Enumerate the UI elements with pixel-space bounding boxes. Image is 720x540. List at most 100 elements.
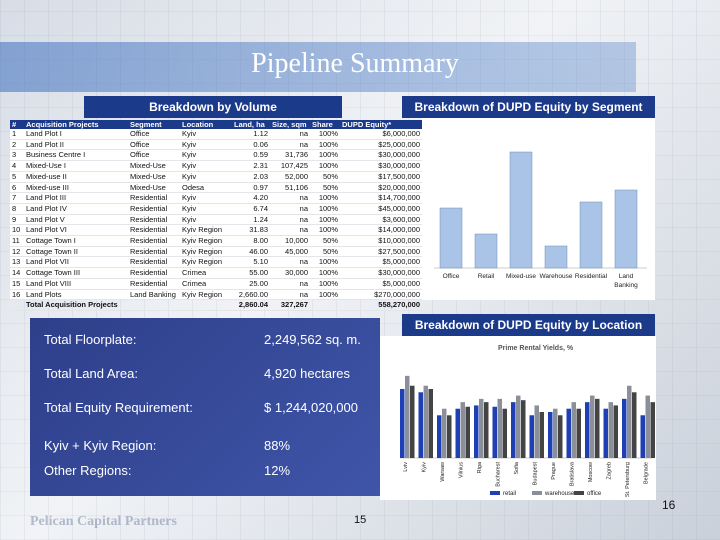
legend-swatch [490, 491, 500, 495]
table-cell: Land Plot I [24, 129, 128, 140]
table-cell: 9 [10, 214, 24, 226]
table-cell: 3 [10, 149, 24, 162]
table-column-header: Land, ha [232, 120, 270, 129]
table-column-header: Location [180, 120, 232, 129]
bar-retail [400, 389, 405, 458]
table-cell: $3,600,000 [340, 214, 422, 226]
x-tick-label: Office [443, 273, 460, 280]
table-cell [128, 299, 180, 311]
table-row: 3 Business Centre I Office Kyiv 0.59 31,736 10… [10, 149, 422, 162]
table-cell: 100% [310, 149, 340, 162]
table-cell: $6,000,000 [340, 129, 422, 140]
bar-warehouse [608, 402, 613, 458]
bar-office [650, 402, 655, 458]
table-cell: na [270, 224, 310, 237]
table-cell: Kyiv [180, 192, 232, 204]
table-cell: $30,000,000 [340, 160, 422, 172]
table-cell: Cottage Town III [24, 267, 128, 279]
table-cell: 50% [310, 182, 340, 194]
bar-retail [622, 398, 627, 458]
table-cell: 50% [310, 171, 340, 183]
table-cell: Residential [128, 192, 180, 204]
table-cell: 14 [10, 267, 24, 279]
table-cell: 1.24 [232, 214, 270, 226]
table-cell: 100% [310, 203, 340, 215]
location-chart: Prime Rental Yields, % Lviv Kyiv Warsaw Viln… [380, 336, 656, 500]
table-cell: Land Plot II [24, 139, 128, 151]
table-cell: Land Plot IV [24, 203, 128, 215]
table-cell: Mixed-Use [128, 160, 180, 172]
x-tick-label: Warehouse [540, 273, 573, 280]
table-cell: 558,270,000 [340, 299, 422, 311]
table-cell: 2,660.00 [232, 289, 270, 301]
x-tick-label: Residential [575, 273, 608, 280]
table-cell: Residential [128, 214, 180, 226]
table-cell: 4.20 [232, 192, 270, 204]
table-cell: 10,000 [270, 235, 310, 247]
table-cell: 0.59 [232, 149, 270, 162]
x-tick-label: Lviv [403, 462, 409, 472]
table-cell: 55.00 [232, 267, 270, 279]
table-column-header: Size, sqm [270, 120, 310, 129]
bar-warehouse [544, 245, 568, 269]
table-cell: $27,500,000 [340, 246, 422, 258]
table-cell: Odesa [180, 182, 232, 194]
table-cell: 100% [310, 256, 340, 269]
volume-header: Breakdown by Volume [84, 96, 342, 118]
page-number-center: 15 [354, 514, 367, 526]
table-cell: Kyiv Region [180, 246, 232, 258]
table-cell: 100% [310, 139, 340, 151]
x-tick-label: Riga [477, 461, 483, 473]
table-cell: Kyiv Region [180, 235, 232, 247]
x-tick-label: Bratislava [570, 461, 576, 486]
bar-office [428, 389, 433, 458]
table-row: 14 Cottage Town III Residential Crimea 55.00… [10, 267, 422, 279]
bar-retail [492, 406, 497, 458]
bar-retail [474, 405, 479, 458]
table-cell: Land Plots [24, 289, 128, 301]
table-cell: 8.00 [232, 235, 270, 247]
bar-office [521, 400, 526, 458]
bar-retail [474, 233, 498, 269]
table-cell: 11 [10, 235, 24, 247]
x-tick-label: Belgrade [644, 462, 650, 484]
table-row: 15 Land Plot VIII Residential Crimea 25.00 na… [10, 278, 422, 290]
table-cell: 12 [10, 246, 24, 258]
table-column-header: Acquisition Projects [24, 120, 128, 129]
bar-office [410, 385, 415, 458]
stat-label: Total Floorplate: [44, 332, 137, 347]
table-cell: Crimea [180, 267, 232, 279]
table-cell: 2.31 [232, 160, 270, 172]
acquisition-table: # Acquisition Projects Segment Location Land… [10, 120, 422, 311]
table-cell: Total Acquisition Projects [24, 299, 128, 311]
table-cell: Office [128, 139, 180, 151]
table-cell: 0.97 [232, 182, 270, 194]
table-cell: Cottage Town I [24, 235, 128, 247]
table-cell: Kyiv [180, 139, 232, 151]
table-cell: Land Plot VIII [24, 278, 128, 290]
table-cell: 4 [10, 160, 24, 172]
table-row: 6 Mixed-use III Mixed-Use Odesa 0.97 51,106 50… [10, 182, 422, 194]
bar-retail [640, 415, 645, 458]
table-row: 12 Cottage Town II Residential Kyiv Region 4… [10, 246, 422, 258]
table-cell: 100% [310, 192, 340, 204]
table-cell: Mixed-use III [24, 182, 128, 194]
table-cell: na [270, 289, 310, 301]
table-row: 1 Land Plot I Office Kyiv 1.12 na 100% $6,000,0… [10, 129, 422, 140]
table-cell: 100% [310, 214, 340, 226]
bar-office [632, 392, 637, 458]
table-cell [180, 299, 232, 311]
bar-office [613, 405, 618, 458]
legend-label: office [587, 491, 602, 497]
stat-label: Other Regions: [44, 463, 132, 478]
bar-mixed-use [509, 151, 533, 269]
x-tick-label: Budapest [533, 462, 539, 486]
bar-warehouse [590, 395, 595, 458]
chart-title: Prime Rental Yields, % [498, 345, 574, 352]
table-cell: Residential [128, 256, 180, 269]
table-cell: $270,000,000 [340, 289, 422, 301]
table-column-header: # [10, 120, 24, 129]
bar-warehouse [497, 398, 502, 458]
table-cell: Mixed-use II [24, 171, 128, 183]
bar-office [447, 415, 452, 458]
